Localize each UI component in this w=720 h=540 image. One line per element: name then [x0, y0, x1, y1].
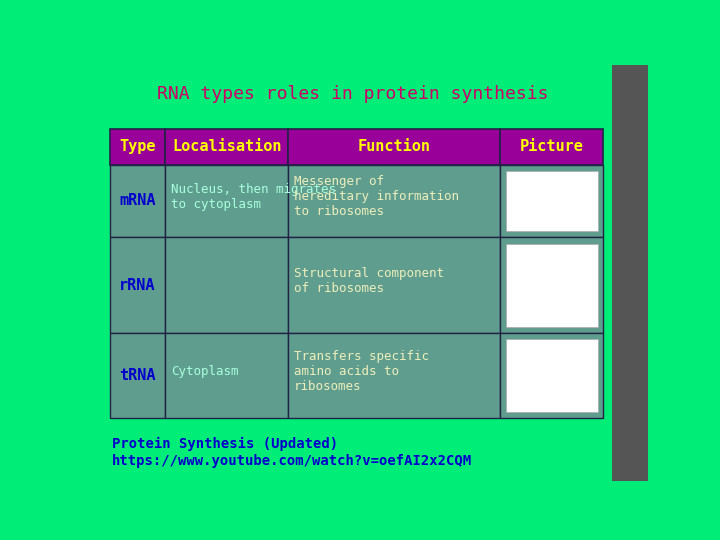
Bar: [288, 165, 500, 238]
Bar: [505, 339, 598, 412]
Bar: [166, 333, 288, 418]
Bar: [166, 165, 288, 238]
Text: mRNA: mRNA: [120, 193, 156, 208]
Text: rRNA: rRNA: [120, 278, 156, 293]
Text: Protein Synthesis (Updated)
https://www.youtube.com/watch?v=oefAI2x2CQM: Protein Synthesis (Updated) https://www.…: [112, 437, 472, 468]
Bar: [166, 129, 288, 165]
Bar: [288, 238, 500, 333]
Text: RNA types roles in protein synthesis: RNA types roles in protein synthesis: [156, 85, 548, 103]
Text: Picture: Picture: [520, 139, 584, 154]
Bar: [109, 333, 166, 418]
Text: Transfers specific
amino acids to
ribosomes: Transfers specific amino acids to riboso…: [294, 350, 428, 393]
Bar: [500, 129, 603, 165]
Bar: [166, 238, 288, 333]
Bar: [109, 238, 166, 333]
Bar: [612, 65, 648, 481]
Text: tRNA: tRNA: [120, 368, 156, 383]
Text: Nucleus, then migrates
to cytoplasm: Nucleus, then migrates to cytoplasm: [171, 183, 336, 211]
Bar: [288, 333, 500, 418]
Text: Structural component
of ribosomes: Structural component of ribosomes: [294, 267, 444, 295]
Bar: [288, 129, 500, 165]
Text: Localisation: Localisation: [172, 139, 282, 154]
Text: Cytoplasm: Cytoplasm: [171, 365, 238, 378]
Text: Function: Function: [358, 139, 431, 154]
Bar: [500, 238, 603, 333]
Text: Messenger of
hereditary information
to ribosomes: Messenger of hereditary information to r…: [294, 176, 459, 218]
Bar: [505, 171, 598, 231]
Bar: [500, 333, 603, 418]
Bar: [500, 165, 603, 238]
Bar: [109, 165, 166, 238]
Text: Type: Type: [120, 139, 156, 154]
Bar: [505, 244, 598, 327]
Bar: [109, 129, 166, 165]
